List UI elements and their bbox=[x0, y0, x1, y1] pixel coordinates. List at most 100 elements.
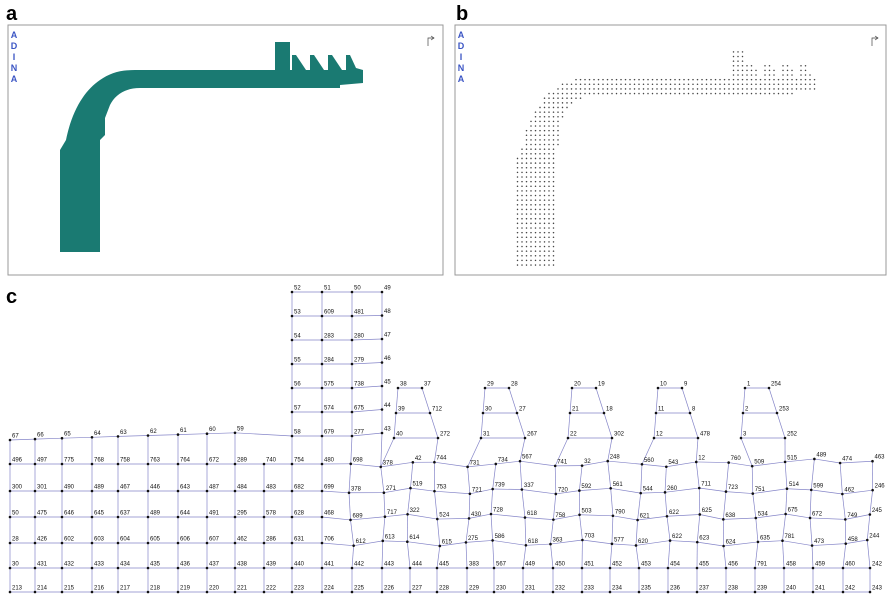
mesh-dot bbox=[526, 148, 528, 150]
node bbox=[638, 591, 641, 594]
mesh-dot bbox=[517, 209, 519, 211]
node-label: 698 bbox=[353, 457, 364, 463]
mesh-dot bbox=[539, 190, 541, 192]
mesh-dot bbox=[787, 84, 789, 86]
mesh-dot bbox=[625, 88, 627, 90]
mesh-dot bbox=[539, 246, 541, 248]
node bbox=[321, 591, 324, 594]
node-label: 232 bbox=[555, 586, 566, 592]
mesh-dot bbox=[535, 162, 537, 164]
node-label: 28 bbox=[12, 537, 19, 543]
mesh-dot bbox=[535, 185, 537, 187]
node-label: 721 bbox=[472, 487, 483, 493]
mesh-dot bbox=[535, 209, 537, 211]
mesh-edge bbox=[636, 545, 639, 568]
mesh-dot bbox=[535, 181, 537, 183]
node-label: 280 bbox=[354, 334, 365, 340]
mesh-dot bbox=[661, 93, 663, 95]
node bbox=[667, 567, 670, 570]
mesh-dot bbox=[526, 162, 528, 164]
node bbox=[177, 542, 180, 545]
node-label: 10 bbox=[660, 382, 667, 388]
mesh-dot bbox=[764, 79, 766, 81]
mesh-dot bbox=[737, 51, 739, 53]
node bbox=[381, 591, 384, 594]
mesh-dot bbox=[526, 153, 528, 155]
mesh-dot bbox=[553, 241, 555, 243]
mesh-dot bbox=[562, 93, 564, 95]
node-label: 446 bbox=[150, 485, 161, 491]
node bbox=[725, 490, 728, 493]
mesh-dot bbox=[625, 84, 627, 86]
mesh-dot bbox=[557, 97, 559, 99]
mesh-dot bbox=[544, 246, 546, 248]
mesh-dot bbox=[526, 195, 528, 197]
node bbox=[406, 540, 409, 543]
mesh-dot bbox=[688, 79, 690, 81]
mesh-dot bbox=[530, 213, 532, 215]
mesh-dot bbox=[539, 139, 541, 141]
mesh-dot bbox=[521, 176, 523, 178]
node-label: 615 bbox=[442, 539, 453, 545]
mesh-dot bbox=[544, 227, 546, 229]
mesh-dot bbox=[553, 102, 555, 104]
mesh-dot bbox=[679, 93, 681, 95]
mesh-edge bbox=[697, 542, 723, 546]
node-label: 226 bbox=[384, 586, 395, 592]
mesh-dot bbox=[557, 139, 559, 141]
mesh-dot bbox=[539, 111, 541, 113]
node-label: 21 bbox=[572, 407, 579, 413]
mesh-dot bbox=[737, 70, 739, 72]
mesh-dot bbox=[517, 232, 519, 234]
node-label: 289 bbox=[237, 458, 248, 464]
mesh-dot bbox=[746, 84, 748, 86]
node bbox=[490, 513, 493, 516]
node-label: 489 bbox=[150, 511, 161, 517]
mesh-edge bbox=[466, 542, 467, 568]
mesh-dot bbox=[782, 65, 784, 67]
mesh-dot bbox=[562, 102, 564, 104]
mesh-dot bbox=[548, 111, 550, 113]
node bbox=[519, 460, 522, 463]
mesh-edge bbox=[604, 413, 612, 438]
mesh-dot bbox=[602, 93, 604, 95]
mesh-dot bbox=[787, 65, 789, 67]
mesh-dot bbox=[769, 70, 771, 72]
node-label: 622 bbox=[672, 534, 683, 540]
node bbox=[525, 544, 528, 547]
mesh-edge bbox=[522, 489, 556, 493]
node bbox=[91, 516, 94, 519]
node-label: 744 bbox=[436, 456, 447, 462]
node bbox=[552, 518, 555, 521]
mesh-dot bbox=[638, 93, 640, 95]
mesh-dot bbox=[517, 181, 519, 183]
node-label: 363 bbox=[553, 538, 564, 544]
mesh-dot bbox=[557, 88, 559, 90]
mesh-dot bbox=[530, 195, 532, 197]
node-label: 487 bbox=[209, 485, 220, 491]
node-label: 49 bbox=[384, 286, 391, 292]
mesh-dot bbox=[544, 139, 546, 141]
mesh-dot bbox=[674, 79, 676, 81]
node bbox=[521, 488, 524, 491]
node-label: 223 bbox=[294, 586, 305, 592]
node bbox=[609, 487, 612, 490]
mesh-dot bbox=[805, 70, 807, 72]
mesh-dot bbox=[548, 93, 550, 95]
node bbox=[263, 516, 266, 519]
node-label: 509 bbox=[754, 460, 765, 466]
node bbox=[61, 542, 64, 545]
node-label: 300 bbox=[12, 485, 23, 491]
mesh-dot bbox=[526, 232, 528, 234]
mesh-edge bbox=[699, 488, 700, 514]
mesh-edge bbox=[430, 413, 438, 438]
node-label: 302 bbox=[614, 432, 625, 438]
node bbox=[61, 490, 64, 493]
mesh-dot bbox=[746, 65, 748, 67]
node-label: 252 bbox=[787, 432, 798, 438]
node bbox=[234, 463, 237, 466]
node bbox=[291, 591, 294, 594]
mesh-dot bbox=[593, 93, 595, 95]
node bbox=[291, 315, 294, 318]
node-label: 28 bbox=[511, 382, 518, 388]
